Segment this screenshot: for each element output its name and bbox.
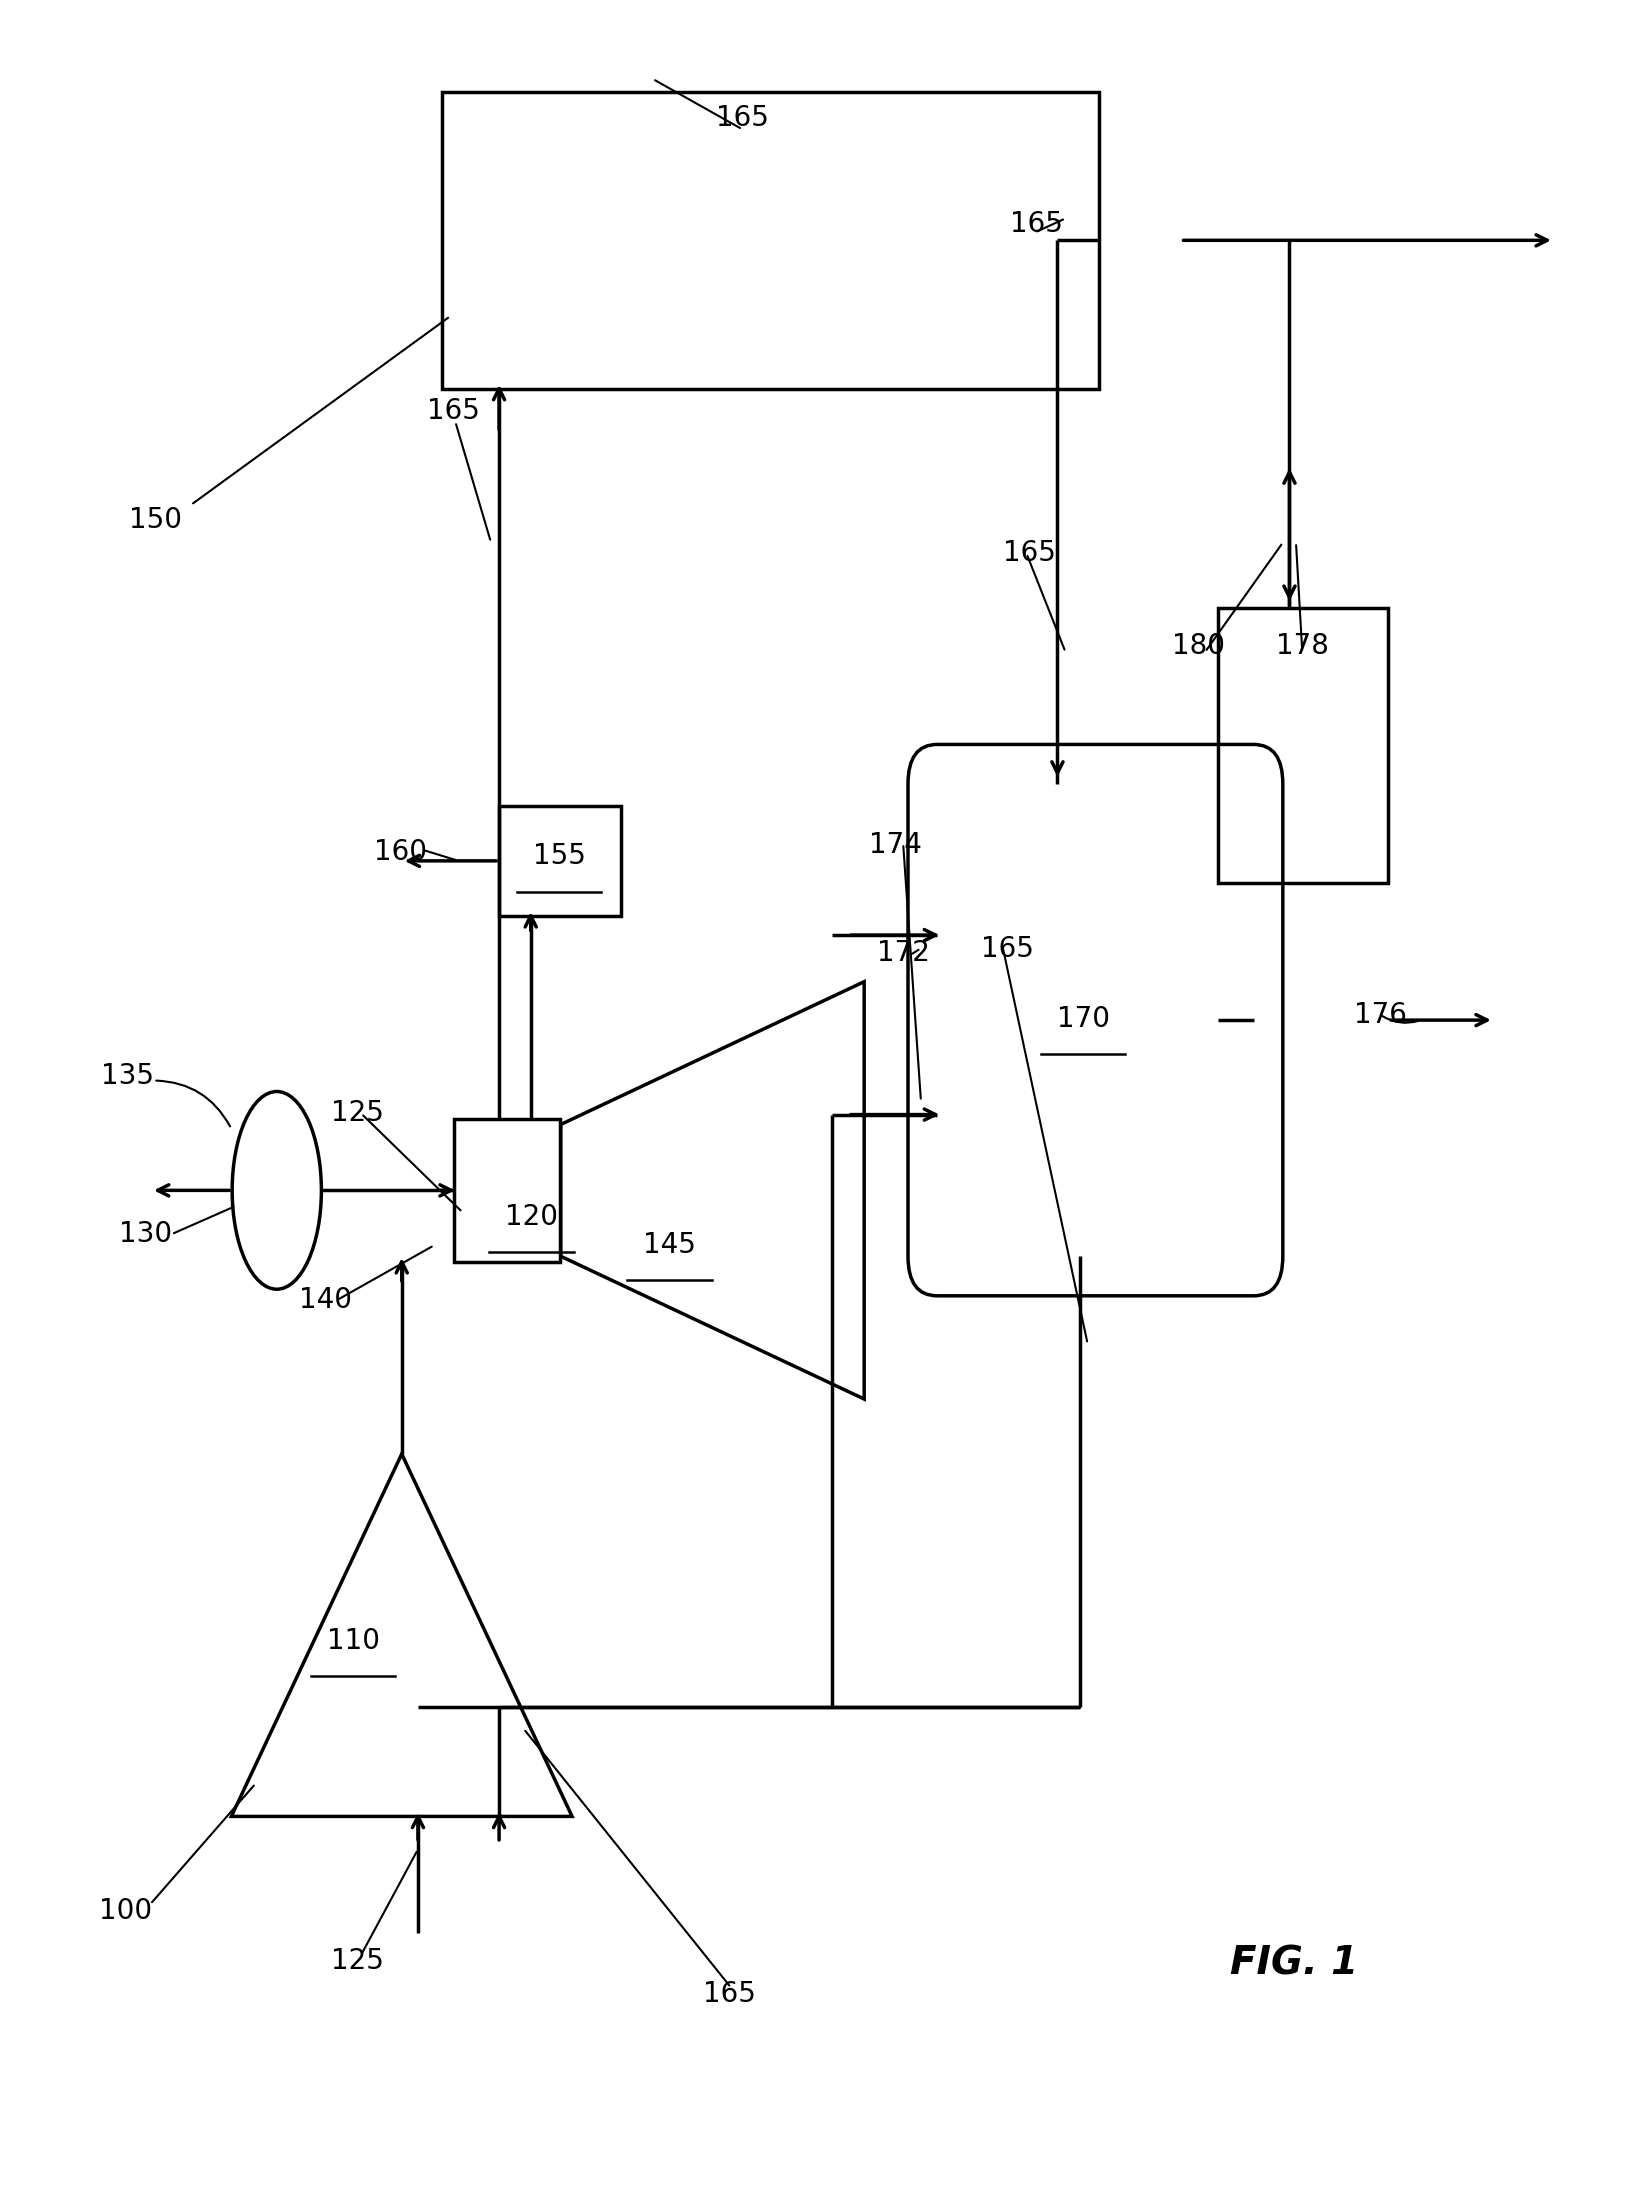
Text: 125: 125 [331, 1100, 385, 1127]
Text: 174: 174 [869, 831, 921, 860]
Text: 120: 120 [505, 1202, 557, 1230]
Text: 176: 176 [1353, 1001, 1405, 1030]
Text: 140: 140 [298, 1286, 352, 1314]
Text: 178: 178 [1275, 631, 1328, 659]
Text: 165: 165 [427, 397, 479, 426]
Bar [455, 1118, 559, 1261]
Text: 165: 165 [716, 104, 768, 132]
Text: FIG. 1: FIG. 1 [1229, 1945, 1358, 1982]
Bar [442, 93, 1099, 388]
Text: 170: 170 [1056, 1005, 1108, 1032]
Bar [499, 807, 621, 915]
Text: 165: 165 [1009, 209, 1063, 238]
Text: 165: 165 [1002, 540, 1056, 567]
Text: 165: 165 [980, 935, 1033, 964]
Text: 180: 180 [1172, 631, 1224, 659]
Text: 135: 135 [101, 1063, 153, 1089]
Text: 160: 160 [373, 838, 427, 867]
Text: 150: 150 [129, 507, 181, 534]
Text: 145: 145 [642, 1230, 696, 1259]
Text: 172: 172 [877, 939, 929, 968]
Text: 100: 100 [99, 1896, 152, 1925]
Bar [1218, 609, 1387, 882]
Text: 165: 165 [703, 1980, 755, 2009]
Text: 130: 130 [119, 1219, 171, 1248]
Text: 110: 110 [326, 1627, 380, 1654]
Text: 125: 125 [331, 1947, 385, 1976]
Text: 155: 155 [533, 842, 585, 871]
